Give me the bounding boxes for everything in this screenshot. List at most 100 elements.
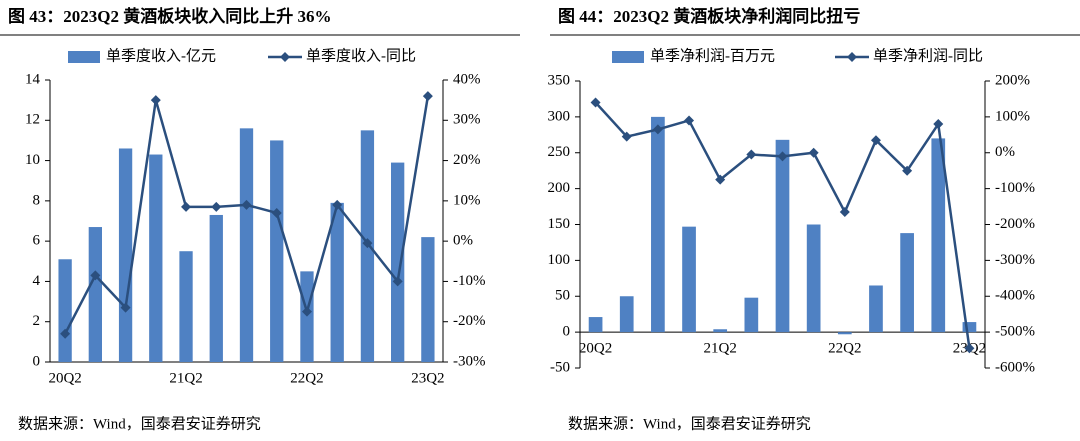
legend-label: 单季净利润-同比 <box>873 47 983 64</box>
y-tick-label: 0 <box>33 353 41 369</box>
y2-tick-label: 0% <box>453 233 473 249</box>
y-tick-label: 300 <box>548 108 571 124</box>
line-marker <box>90 270 101 281</box>
bar <box>962 322 977 333</box>
bar <box>682 226 696 333</box>
bar <box>179 251 193 362</box>
line-marker <box>870 135 881 146</box>
line-marker <box>621 131 632 142</box>
bar <box>391 162 405 362</box>
y-tick-label: 8 <box>33 192 41 208</box>
bar <box>588 317 603 333</box>
y-tick-label: 50 <box>555 288 570 304</box>
bar <box>869 285 883 333</box>
y-tick-label: 150 <box>548 216 571 232</box>
source-note: 数据来源：Wind，国泰君安证券研究 <box>18 415 261 432</box>
x-tick-label: 22Q2 <box>290 370 323 386</box>
y-tick-label: 200 <box>548 180 571 196</box>
bar <box>900 233 914 333</box>
line-marker <box>652 124 663 135</box>
x-tick-label: 22Q2 <box>828 341 861 357</box>
bar <box>300 271 314 362</box>
line-marker <box>120 302 131 313</box>
bar <box>58 259 72 362</box>
legend-swatch-marker <box>280 52 290 62</box>
bar <box>88 227 102 362</box>
bar <box>330 202 344 362</box>
line-marker <box>181 201 192 212</box>
y-tick-label: 12 <box>25 112 40 128</box>
bar <box>837 332 852 335</box>
y2-tick-label: -500% <box>995 324 1035 340</box>
chart-title: 图 43：2023Q2 黄酒板块收入同比上升 36% <box>8 6 331 26</box>
chart-title: 图 44：2023Q2 黄酒板块净利润同比扭亏 <box>558 6 860 26</box>
bar <box>239 128 254 362</box>
y-tick-label: -50 <box>550 359 570 375</box>
line-marker <box>60 328 71 339</box>
y-tick-label: 4 <box>33 273 41 289</box>
line-marker <box>715 174 726 185</box>
y2-tick-label: 40% <box>453 71 481 87</box>
line-marker <box>902 165 913 176</box>
y-tick-label: 250 <box>548 144 571 160</box>
y-tick-label: 14 <box>25 71 41 87</box>
y-tick-label: 6 <box>33 233 41 249</box>
y-tick-label: 350 <box>548 72 571 88</box>
y2-tick-label: 200% <box>995 72 1030 88</box>
bar <box>806 224 821 333</box>
legend-label: 单季度收入-同比 <box>306 47 416 64</box>
bar <box>931 138 946 333</box>
y-tick-label: 2 <box>33 313 41 329</box>
y2-tick-label: -100% <box>995 180 1035 196</box>
y2-tick-label: 100% <box>995 108 1030 124</box>
y2-tick-label: -20% <box>453 313 486 329</box>
line-marker <box>777 151 788 162</box>
line-marker <box>808 147 819 158</box>
y2-tick-label: 30% <box>453 112 481 128</box>
y-tick-label: 100 <box>548 252 571 268</box>
legend-swatch <box>612 51 644 63</box>
x-tick-label: 23Q2 <box>411 370 444 386</box>
line-marker <box>362 238 373 249</box>
line-marker <box>271 207 282 218</box>
line-marker <box>590 97 601 108</box>
bar <box>209 214 223 362</box>
bar <box>149 154 163 362</box>
legend-swatch-marker <box>847 52 857 62</box>
legend-swatch <box>68 51 100 63</box>
bar <box>744 297 759 333</box>
y2-tick-label: -400% <box>995 288 1035 304</box>
y2-tick-label: -200% <box>995 216 1035 232</box>
legend-label: 单季度收入-亿元 <box>106 47 216 64</box>
y-tick-label: 10 <box>25 152 40 168</box>
y2-tick-label: 20% <box>453 152 481 168</box>
y-tick-label: 0 <box>563 324 571 340</box>
x-tick-label: 21Q2 <box>169 370 202 386</box>
bar <box>270 140 284 362</box>
y2-tick-label: -300% <box>995 252 1035 268</box>
line-marker <box>684 115 695 126</box>
y2-tick-label: -30% <box>453 353 486 369</box>
bar <box>421 237 435 362</box>
bar <box>775 139 790 333</box>
line-marker <box>332 199 343 210</box>
line-marker <box>211 201 222 212</box>
line-marker <box>964 343 975 354</box>
line-marker <box>150 95 161 106</box>
bar <box>118 148 133 362</box>
line-marker <box>746 149 757 160</box>
source-note: 数据来源：Wind，国泰君安证券研究 <box>568 415 811 432</box>
bar <box>619 296 634 333</box>
line-marker <box>422 91 433 102</box>
y2-tick-label: -10% <box>453 273 486 289</box>
y2-tick-label: 10% <box>453 192 481 208</box>
bar <box>713 329 728 333</box>
x-tick-label: 21Q2 <box>704 341 737 357</box>
line-marker <box>301 306 312 317</box>
line-marker <box>839 206 850 217</box>
y2-tick-label: -600% <box>995 359 1035 375</box>
line-marker <box>241 199 252 210</box>
x-tick-label: 20Q2 <box>48 370 81 386</box>
line-marker <box>392 276 403 287</box>
